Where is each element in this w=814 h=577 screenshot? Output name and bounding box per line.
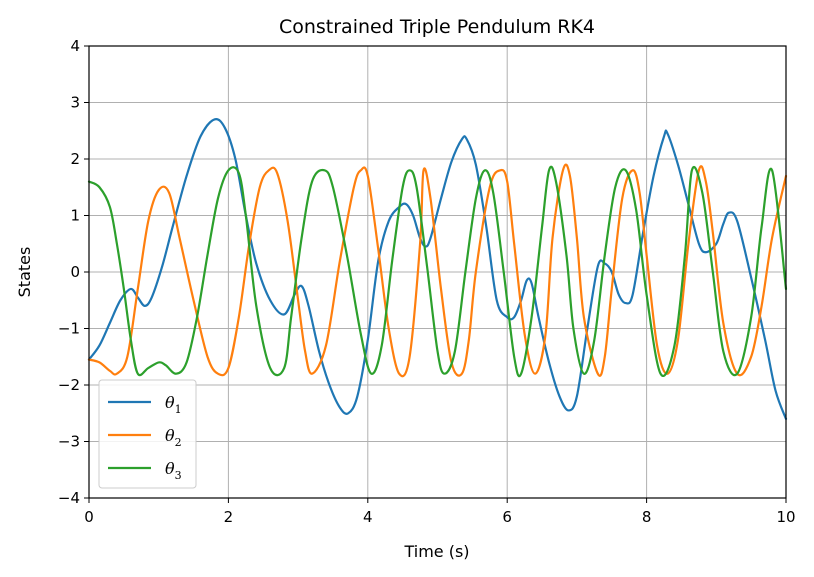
x-axis-label: Time (s) — [403, 542, 469, 561]
y-tick-label: 4 — [70, 37, 80, 55]
series-layer — [87, 118, 788, 420]
legend-label-theta2: θ2 — [165, 426, 182, 449]
x-tick-label: 6 — [502, 508, 512, 526]
legend-label-theta3: θ3 — [165, 459, 182, 482]
y-tick-label: 3 — [70, 94, 80, 112]
series-line-theta3 — [87, 165, 788, 378]
y-tick-label: 1 — [70, 207, 80, 225]
x-tick-label: 0 — [84, 508, 94, 526]
y-tick-label: −3 — [58, 433, 80, 451]
x-tick-label: 8 — [642, 508, 652, 526]
y-axis: −4 −3 −2 −1 0 1 2 3 4 — [58, 37, 89, 507]
legend-subscript: 1 — [175, 403, 182, 416]
legend-subscript: 2 — [175, 436, 182, 449]
y-tick-label: −2 — [58, 376, 80, 394]
legend-symbol: θ — [165, 459, 175, 478]
legend-label-theta1: θ1 — [165, 393, 182, 416]
y-tick-label: 0 — [70, 263, 80, 281]
legend-subscript: 3 — [175, 469, 182, 482]
legend-symbol: θ — [165, 426, 175, 445]
x-tick-label: 10 — [776, 508, 795, 526]
y-axis-label: States — [15, 247, 34, 298]
y-tick-label: −4 — [58, 489, 80, 507]
x-tick-label: 4 — [363, 508, 373, 526]
series-line-theta1 — [87, 118, 788, 420]
x-axis: 0 2 4 6 8 10 — [84, 498, 796, 526]
x-tick-label: 2 — [224, 508, 234, 526]
y-tick-label: 2 — [70, 150, 80, 168]
series-line-theta2 — [87, 163, 788, 378]
chart-title: Constrained Triple Pendulum RK4 — [279, 16, 595, 38]
y-tick-label: −1 — [58, 320, 80, 338]
legend-symbol: θ — [165, 393, 175, 412]
